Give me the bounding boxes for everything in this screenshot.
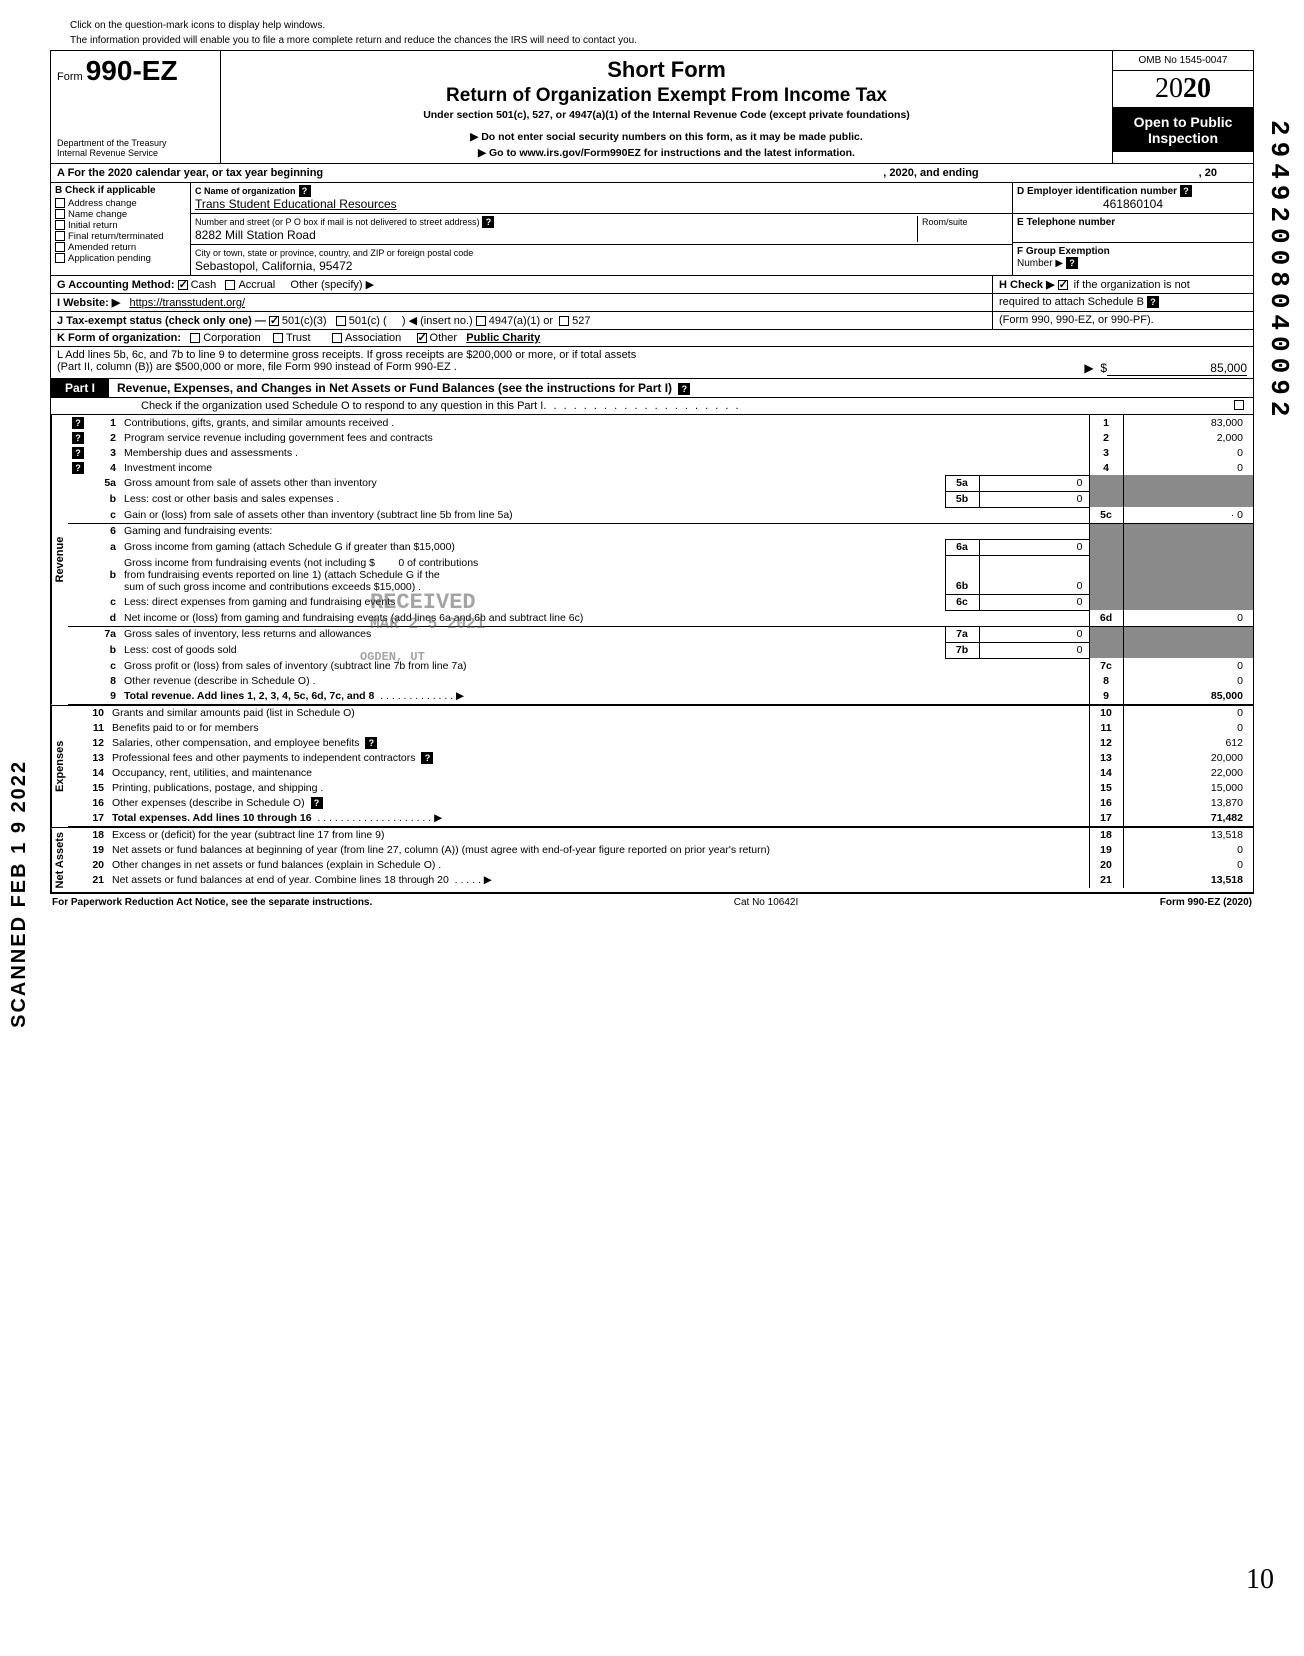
j-label: J Tax-exempt status (check only one) — <box>57 315 266 327</box>
vlabel-expenses: Expenses <box>51 706 68 827</box>
help-icon[interactable]: ? <box>311 797 323 809</box>
line-a-end: , 20 <box>1199 167 1217 179</box>
help-icon[interactable]: ? <box>299 185 311 197</box>
chk-address-change[interactable] <box>55 198 65 208</box>
help-note-2: The information provided will enable you… <box>70 35 1254 46</box>
h-label-3: required to attach Schedule B <box>999 296 1144 308</box>
main-title: Return of Organization Exempt From Incom… <box>231 85 1102 107</box>
chk-527[interactable] <box>559 316 569 326</box>
chk-trust[interactable] <box>273 333 283 343</box>
omb-number: OMB No 1545-0047 <box>1113 51 1253 71</box>
chk-corporation[interactable] <box>190 333 200 343</box>
handwritten-10: 10 <box>1246 1564 1274 1596</box>
vlabel-revenue: Revenue <box>51 415 68 705</box>
city-label: City or town, state or province, country… <box>195 248 473 258</box>
footer-right: Form 990-EZ (2020) <box>1160 897 1252 908</box>
chk-schedule-b[interactable] <box>1058 280 1068 290</box>
instr-1: ▶ Do not enter social security numbers o… <box>231 131 1102 143</box>
footer-mid: Cat No 10642I <box>734 897 799 908</box>
expenses-table: 10Grants and similar amounts paid (list … <box>68 706 1253 827</box>
help-icon[interactable]: ? <box>72 462 84 474</box>
form-prefix: Form <box>57 71 83 83</box>
netassets-table: 18Excess or (deficit) for the year (subt… <box>68 828 1253 888</box>
line-a-begin: A For the 2020 calendar year, or tax yea… <box>57 167 323 179</box>
form-990ez: Form 990-EZ Department of the Treasury I… <box>50 50 1254 894</box>
help-icon[interactable]: ? <box>678 383 690 395</box>
scanned-vertical: SCANNED FEB 1 9 2022 <box>8 760 31 1028</box>
chk-application-pending[interactable] <box>55 253 65 263</box>
chk-final-return[interactable] <box>55 231 65 241</box>
doc-id-vertical: 29492008040092 <box>1264 120 1294 422</box>
tax-year: 2020 <box>1113 71 1253 108</box>
l-text-1: L Add lines 5b, 6c, and 7b to line 9 to … <box>57 349 1247 361</box>
k-other-value: Public Charity <box>466 332 540 344</box>
chk-4947[interactable] <box>476 316 486 326</box>
e-label: E Telephone number <box>1017 217 1115 228</box>
form-number: 990-EZ <box>86 55 178 86</box>
help-icon[interactable]: ? <box>482 216 494 228</box>
help-icon[interactable]: ? <box>1180 185 1192 197</box>
short-form-title: Short Form <box>231 57 1102 83</box>
f-label: F Group Exemption <box>1017 246 1110 257</box>
org-name: Trans Student Educational Resources <box>195 197 397 211</box>
chk-cash[interactable] <box>178 280 188 290</box>
website: https://transstudent.org/ <box>129 297 245 309</box>
room-label: Room/suite <box>922 217 968 227</box>
subtitle: Under section 501(c), 527, or 4947(a)(1)… <box>231 109 1102 121</box>
d-label: D Employer identification number <box>1017 186 1177 197</box>
vlabel-netassets: Net Assets <box>51 828 68 892</box>
city-state-zip: Sebastopol, California, 95472 <box>195 259 352 273</box>
part1-label: Part I <box>51 379 109 397</box>
k-label: K Form of organization: <box>57 332 181 344</box>
help-icon[interactable]: ? <box>72 447 84 459</box>
chk-schedule-o[interactable] <box>1234 400 1244 410</box>
chk-amended-return[interactable] <box>55 242 65 252</box>
f-label-2: Number ▶ <box>1017 258 1063 269</box>
chk-501c3[interactable] <box>269 316 279 326</box>
chk-name-change[interactable] <box>55 209 65 219</box>
dept-2: Internal Revenue Service <box>57 149 214 159</box>
help-icon[interactable]: ? <box>1066 257 1078 269</box>
h-label-2: if the organization is not <box>1074 279 1190 291</box>
help-note-1: Click on the question-mark icons to disp… <box>70 20 1254 31</box>
chk-association[interactable] <box>332 333 342 343</box>
street-address: 8282 Mill Station Road <box>195 228 316 242</box>
addr-label: Number and street (or P O box if mail is… <box>195 217 479 227</box>
instr-2: ▶ Go to www.irs.gov/Form990EZ for instru… <box>231 147 1102 159</box>
help-icon[interactable]: ? <box>365 737 377 749</box>
l-text-2: (Part II, column (B)) are $500,000 or mo… <box>57 361 457 376</box>
help-icon[interactable]: ? <box>1147 296 1159 308</box>
g-other-label: Other (specify) ▶ <box>290 279 374 291</box>
open-to-public: Open to Public Inspection <box>1113 108 1253 152</box>
l-amount: 85,000 <box>1107 361 1247 376</box>
footer-left: For Paperwork Reduction Act Notice, see … <box>52 897 372 908</box>
g-label: G Accounting Method: <box>57 279 175 291</box>
ein: 461860104 <box>1017 197 1249 211</box>
b-header: B Check if applicable <box>55 185 186 196</box>
chk-k-other[interactable] <box>417 333 427 343</box>
h-label-1: H Check ▶ <box>999 279 1055 291</box>
chk-accrual[interactable] <box>225 280 235 290</box>
line-a-mid: , 2020, and ending <box>883 167 978 179</box>
h-label-4: (Form 990, 990-EZ, or 990-PF). <box>999 314 1154 326</box>
chk-501c[interactable] <box>336 316 346 326</box>
part1-check-text: Check if the organization used Schedule … <box>141 400 543 412</box>
c-label: C Name of organization <box>195 186 296 196</box>
revenue-table: ?1Contributions, gifts, grants, and simi… <box>68 415 1253 705</box>
chk-initial-return[interactable] <box>55 220 65 230</box>
help-icon[interactable]: ? <box>72 432 84 444</box>
part1-title: Revenue, Expenses, and Changes in Net As… <box>109 379 1253 397</box>
i-label: I Website: ▶ <box>57 297 120 309</box>
help-icon[interactable]: ? <box>72 417 84 429</box>
help-icon[interactable]: ? <box>421 752 433 764</box>
